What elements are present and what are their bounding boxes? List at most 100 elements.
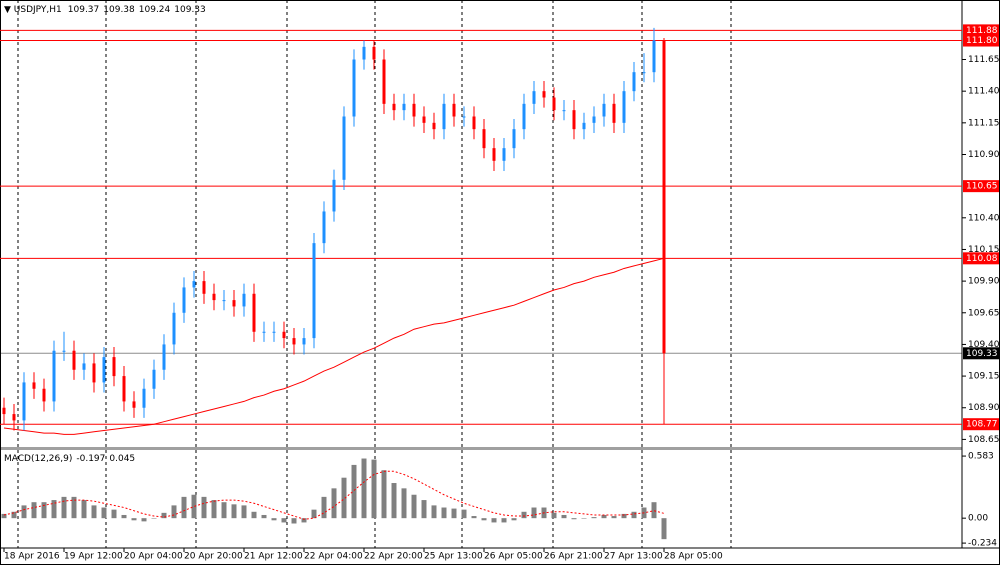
candle-body bbox=[92, 363, 96, 383]
ohlc: 109.24 bbox=[139, 5, 171, 15]
macd-bar bbox=[571, 518, 577, 520]
x-tick-label: 19 Apr 12:00 bbox=[64, 552, 123, 562]
macd-bar bbox=[291, 518, 297, 524]
candle-body bbox=[472, 116, 476, 130]
x-tick-label: 26 Apr 05:00 bbox=[484, 552, 543, 562]
macd-bar bbox=[281, 518, 287, 523]
candle-body bbox=[252, 293, 256, 332]
day-separators bbox=[17, 0, 732, 548]
candle-body bbox=[432, 122, 436, 130]
y-tick-label: 108.65 bbox=[968, 435, 1000, 445]
macd-bar bbox=[431, 505, 437, 519]
candle-body bbox=[462, 116, 466, 118]
x-tick-label: 26 Apr 21:00 bbox=[544, 552, 603, 562]
macd-bar bbox=[261, 514, 267, 519]
macd-bar bbox=[461, 509, 467, 519]
candle-body bbox=[642, 72, 646, 74]
macd-bar bbox=[511, 518, 517, 521]
macd-bar bbox=[201, 496, 207, 519]
macd-bar bbox=[81, 500, 87, 519]
candle-body bbox=[202, 281, 206, 294]
y-tick-label: 108.90 bbox=[968, 403, 1000, 413]
macd-bar bbox=[271, 518, 277, 521]
candle-body bbox=[492, 148, 496, 161]
macd-y-tick-label: 0.00 bbox=[968, 514, 988, 524]
macd-bar bbox=[231, 504, 237, 519]
macd-bar bbox=[31, 502, 37, 519]
level-label: 109.33 bbox=[966, 349, 998, 359]
macd-bar bbox=[621, 513, 627, 519]
macd-bar bbox=[301, 518, 307, 523]
macd-bar bbox=[11, 511, 17, 519]
candle-body bbox=[402, 103, 406, 111]
level-tag bbox=[963, 252, 999, 265]
macd-bar bbox=[41, 502, 47, 519]
x-tick-label: 21 Apr 12:00 bbox=[244, 552, 303, 562]
candle-body bbox=[52, 350, 56, 402]
symbol: USDJPY,H1 bbox=[14, 5, 62, 15]
y-tick-label: 111.40 bbox=[968, 87, 1000, 97]
macd-bar bbox=[351, 464, 357, 519]
candle-body bbox=[332, 179, 336, 212]
candle-body bbox=[12, 414, 16, 421]
candle-body bbox=[242, 293, 246, 307]
macd-bar bbox=[141, 518, 147, 522]
candle-body bbox=[162, 344, 166, 370]
candle-body bbox=[562, 110, 566, 112]
macd-bar bbox=[191, 494, 197, 519]
candle-body bbox=[2, 407, 6, 415]
macd-bar bbox=[561, 514, 567, 519]
y-tick-label: 109.90 bbox=[968, 277, 1000, 287]
macd-bar bbox=[211, 500, 217, 519]
macd-bar bbox=[61, 496, 67, 519]
x-tick-label: 27 Apr 13:00 bbox=[604, 552, 663, 562]
macd-bar bbox=[371, 459, 377, 519]
candle-body bbox=[152, 369, 156, 389]
y-tick-label: 110.40 bbox=[968, 213, 1000, 223]
menu-arrow[interactable]: ▼ bbox=[4, 5, 14, 15]
candle-body bbox=[612, 103, 616, 123]
candle-body bbox=[582, 122, 586, 130]
candle-body bbox=[72, 350, 76, 370]
y-tick-label: 111.65 bbox=[968, 55, 1000, 65]
macd-signal bbox=[3, 470, 665, 520]
candle-body bbox=[452, 103, 456, 117]
candle-body bbox=[422, 116, 426, 123]
macd-value: -0.197 bbox=[76, 454, 105, 464]
macd-bar bbox=[361, 458, 367, 519]
y-tick-label: 111.15 bbox=[968, 118, 1000, 128]
macd-bar bbox=[161, 512, 167, 519]
candle-body bbox=[392, 103, 396, 111]
y-tick-label: 110.15 bbox=[968, 245, 1000, 255]
candle-body bbox=[312, 243, 316, 339]
macd-bar bbox=[611, 516, 617, 519]
candle-body bbox=[542, 91, 546, 98]
macd-bar bbox=[111, 509, 117, 519]
macd-bar bbox=[481, 518, 487, 521]
macd-bar bbox=[21, 505, 27, 519]
candle-body bbox=[662, 40, 666, 354]
candle-body bbox=[102, 357, 106, 383]
candle-body bbox=[262, 331, 266, 333]
macd-bar bbox=[581, 518, 587, 519]
macd-bar bbox=[91, 505, 97, 519]
macd-bar bbox=[341, 477, 347, 519]
macd-bar bbox=[491, 518, 497, 523]
candle-body bbox=[292, 338, 296, 345]
ohlc: 109.37 bbox=[68, 5, 100, 15]
macd-bar bbox=[241, 505, 247, 519]
candle-body bbox=[32, 382, 36, 389]
macd-bar bbox=[441, 507, 447, 519]
candle-body bbox=[132, 401, 136, 408]
candle-body bbox=[592, 116, 596, 123]
level-tag bbox=[963, 34, 999, 47]
candle-body bbox=[572, 110, 576, 130]
candle-body bbox=[342, 116, 346, 180]
macd-bar bbox=[331, 488, 337, 519]
y-tick-label: 110.90 bbox=[968, 150, 1000, 160]
x-tick-label: 25 Apr 13:00 bbox=[424, 552, 483, 562]
macd-bar bbox=[661, 518, 667, 540]
macd-y-tick-label: -0.234 bbox=[968, 539, 997, 549]
level-label: 110.08 bbox=[966, 254, 998, 264]
